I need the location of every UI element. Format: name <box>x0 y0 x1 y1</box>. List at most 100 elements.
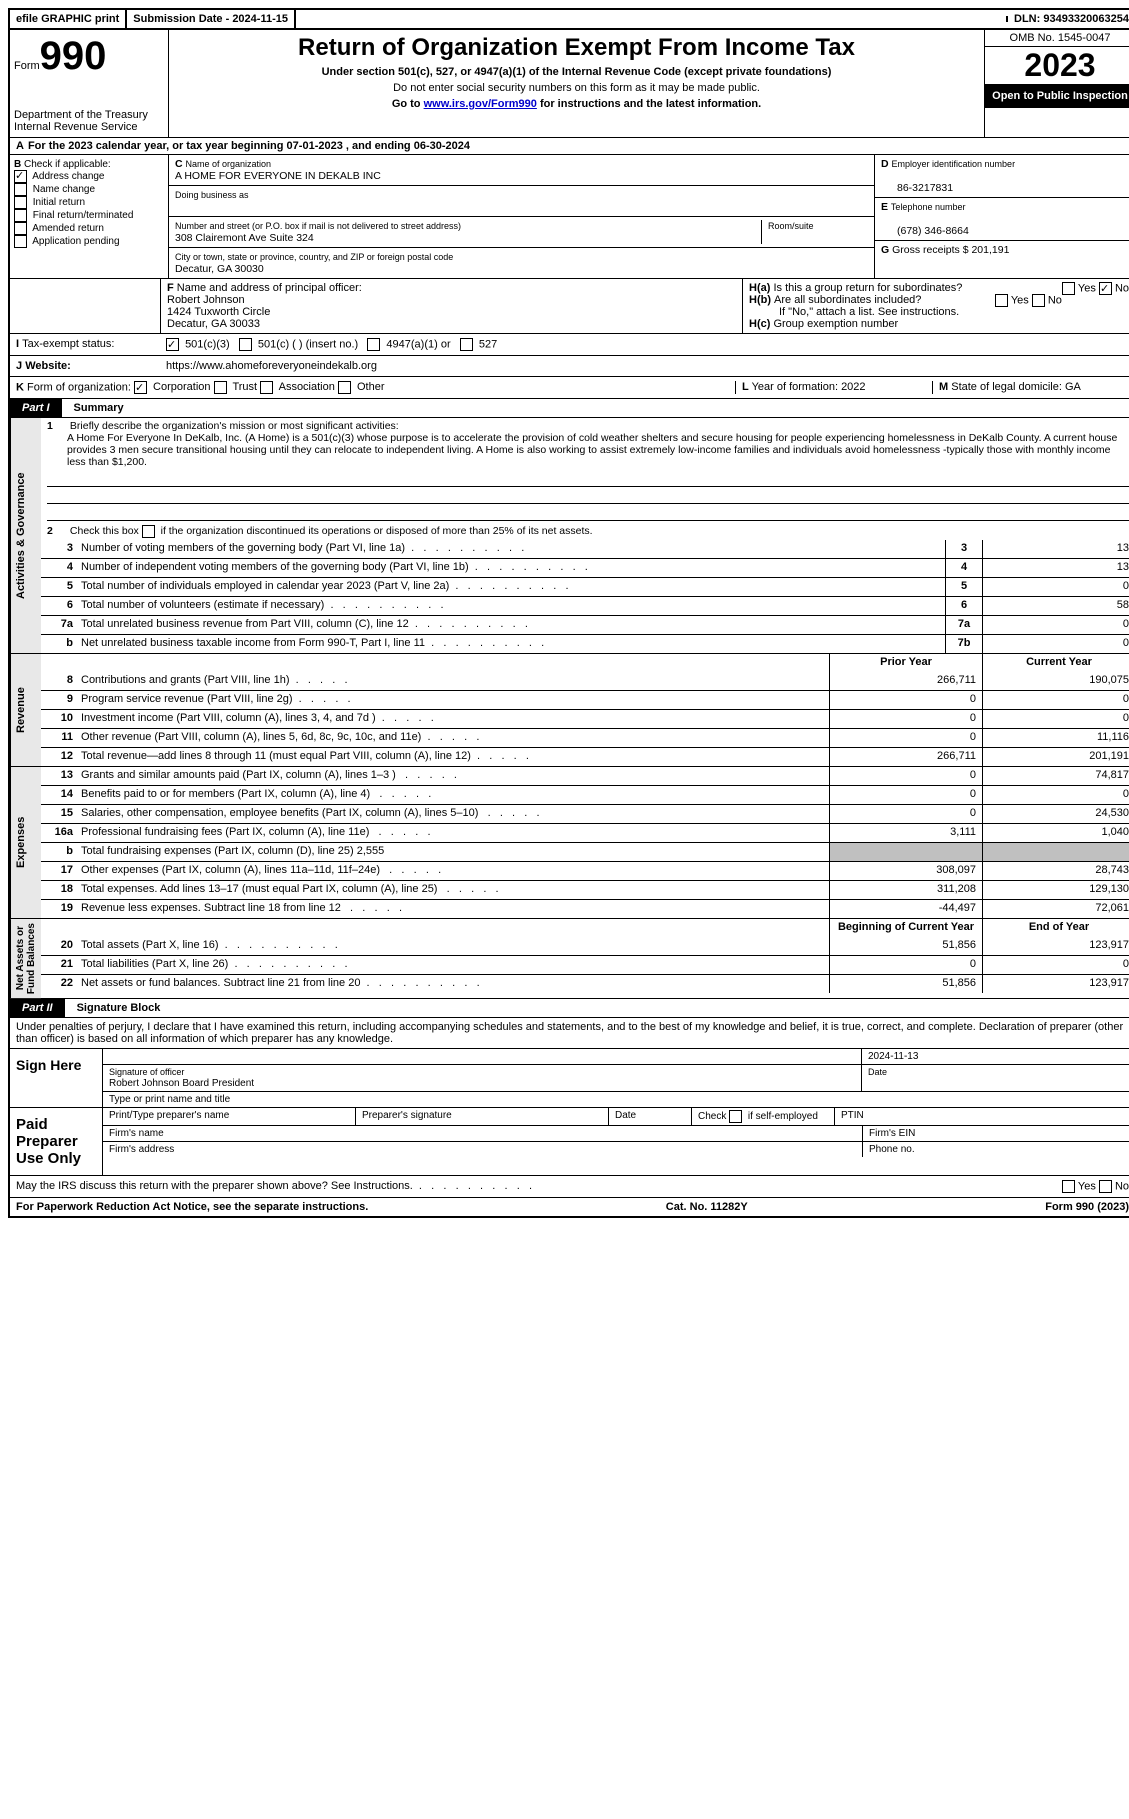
sig-date-label: Date <box>868 1067 887 1077</box>
line-num: b <box>41 843 77 861</box>
ha-no-checkbox[interactable] <box>1099 282 1112 295</box>
street-address: 308 Clairemont Ave Suite 324 <box>175 232 314 244</box>
begin-value: 51,856 <box>829 937 982 955</box>
501c3-checkbox[interactable] <box>166 338 179 351</box>
line-num: 7a <box>41 616 77 634</box>
current-year-header: Current Year <box>982 654 1129 672</box>
dept-treasury: Department of the Treasury <box>14 109 164 121</box>
part1-header: Part I Summary <box>10 398 1129 417</box>
firm-phone-label: Phone no. <box>863 1142 1129 1157</box>
current-value: 0 <box>982 710 1129 728</box>
line-value: 13 <box>982 559 1129 577</box>
4947-checkbox[interactable] <box>367 338 380 351</box>
ptin-label: PTIN <box>835 1108 1129 1125</box>
527-label: 527 <box>479 338 497 350</box>
line-text: Salaries, other compensation, employee b… <box>77 805 829 823</box>
domicile-value: GA <box>1065 381 1081 393</box>
line-num: 6 <box>41 597 77 615</box>
begin-value: 0 <box>829 956 982 974</box>
line-num: 21 <box>41 956 77 974</box>
b-checkbox-1[interactable] <box>14 183 27 196</box>
type-name-label: Type or print name and title <box>103 1092 1129 1107</box>
end-value: 0 <box>982 956 1129 974</box>
line-num: 17 <box>41 862 77 880</box>
prep-name-label: Print/Type preparer's name <box>103 1108 356 1125</box>
prior-value <box>829 843 982 861</box>
prior-value: 3,111 <box>829 824 982 842</box>
line-text: Revenue less expenses. Subtract line 18 … <box>77 900 829 918</box>
discuss-yes-checkbox[interactable] <box>1062 1180 1075 1193</box>
501c-checkbox[interactable] <box>239 338 252 351</box>
k-checkbox-3[interactable] <box>338 381 351 394</box>
officer-name: Robert Johnson <box>167 294 245 306</box>
phone-label: Telephone number <box>891 202 966 212</box>
website-label: Website: <box>25 360 71 372</box>
website-value: https://www.ahomeforeveryoneindekalb.org <box>166 360 1129 372</box>
city-label: City or town, state or province, country… <box>175 252 453 262</box>
527-checkbox[interactable] <box>460 338 473 351</box>
mission-text: A Home For Everyone In DeKalb, Inc. (A H… <box>47 432 1129 468</box>
b-checkbox-0[interactable] <box>14 170 27 183</box>
tax-year: 2023 <box>985 47 1129 84</box>
submission-date: Submission Date - 2024-11-15 <box>127 10 296 28</box>
line-num: 11 <box>41 729 77 747</box>
c-name-label: Name of organization <box>186 159 272 169</box>
line-box: 6 <box>945 597 982 615</box>
line-num: 3 <box>41 540 77 558</box>
current-value: 0 <box>982 691 1129 709</box>
may-irs-discuss: May the IRS discuss this return with the… <box>16 1180 413 1193</box>
k-checkbox-2[interactable] <box>260 381 273 394</box>
prep-date-label: Date <box>609 1108 692 1125</box>
open-inspection: Open to Public Inspection <box>985 84 1129 108</box>
domicile-label: State of legal domicile: <box>951 381 1062 393</box>
city-state-zip: Decatur, GA 30030 <box>175 263 264 275</box>
part1-badge: Part I <box>10 399 62 417</box>
line-text: Total liabilities (Part X, line 26) <box>77 956 829 974</box>
current-value: 0 <box>982 786 1129 804</box>
dba-label: Doing business as <box>175 190 249 200</box>
line-num: 13 <box>41 767 77 785</box>
efile-print[interactable]: efile GRAPHIC print <box>10 10 127 28</box>
line2-checkbox[interactable] <box>142 525 155 538</box>
form-container: Form990 Department of the Treasury Inter… <box>8 30 1129 1218</box>
top-bar: efile GRAPHIC print Submission Date - 20… <box>8 8 1129 30</box>
part2-header: Part II Signature Block <box>10 998 1129 1017</box>
line-box: 5 <box>945 578 982 596</box>
prep-sig-label: Preparer's signature <box>356 1108 609 1125</box>
line-text: Total number of volunteers (estimate if … <box>77 597 945 615</box>
gross-value: 201,191 <box>971 244 1009 256</box>
b-checkbox-5[interactable] <box>14 235 27 248</box>
line-value: 0 <box>982 578 1129 596</box>
b-checkbox-4[interactable] <box>14 222 27 235</box>
irs-link[interactable]: www.irs.gov/Form990 <box>424 98 537 110</box>
line2-text: Check this box if the organization disco… <box>70 525 593 537</box>
prior-value: 0 <box>829 710 982 728</box>
paperwork-notice: For Paperwork Reduction Act Notice, see … <box>16 1201 368 1213</box>
line-value: 13 <box>982 540 1129 558</box>
b-checkbox-3[interactable] <box>14 209 27 222</box>
ssn-warning: Do not enter social security numbers on … <box>177 82 976 94</box>
line-num: 15 <box>41 805 77 823</box>
b-checkbox-2[interactable] <box>14 196 27 209</box>
officer-addr2: Decatur, GA 30033 <box>167 318 260 330</box>
discuss-no-checkbox[interactable] <box>1099 1180 1112 1193</box>
current-value: 72,061 <box>982 900 1129 918</box>
line-num: 10 <box>41 710 77 728</box>
goto-suffix: for instructions and the latest informat… <box>537 98 761 110</box>
goto-prefix: Go to <box>392 98 424 110</box>
prior-value: 0 <box>829 805 982 823</box>
rev-label: Revenue <box>10 654 41 766</box>
declaration-text: Under penalties of perjury, I declare th… <box>10 1017 1129 1048</box>
ha-label: Is this a group return for subordinates? <box>773 282 962 294</box>
k-checkbox-0[interactable] <box>134 381 147 394</box>
line1-label: Briefly describe the organization's miss… <box>70 420 399 432</box>
prior-value: 266,711 <box>829 672 982 690</box>
col-b-checkboxes: B Check if applicable: Address change Na… <box>10 155 169 278</box>
hb-yes-checkbox[interactable] <box>995 294 1008 307</box>
k-checkbox-1[interactable] <box>214 381 227 394</box>
self-employed-checkbox[interactable] <box>729 1110 742 1123</box>
hb-no-checkbox[interactable] <box>1032 294 1045 307</box>
year-formation-value: 2022 <box>841 381 865 393</box>
firm-addr-label: Firm's address <box>103 1142 863 1157</box>
ha-yes-checkbox[interactable] <box>1062 282 1075 295</box>
